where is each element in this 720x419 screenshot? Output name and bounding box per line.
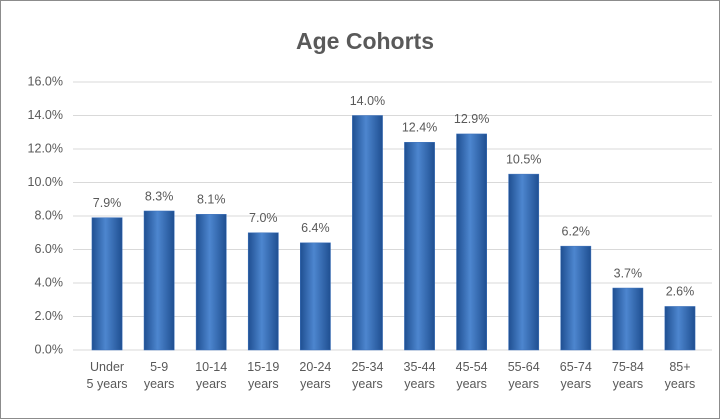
x-tick-label: 65-74 years bbox=[559, 360, 592, 391]
bar bbox=[143, 210, 175, 351]
x-tick-label: 10-14 years bbox=[195, 360, 228, 391]
y-tick-label: 10.0% bbox=[28, 175, 63, 189]
bar bbox=[195, 214, 227, 351]
data-label: 8.1% bbox=[197, 193, 226, 207]
bar bbox=[300, 242, 331, 351]
x-tick-label: Under 5 years bbox=[86, 360, 128, 391]
data-label: 6.2% bbox=[562, 224, 591, 238]
x-tick-label: 5-9 years bbox=[143, 360, 175, 391]
x-tick-label: 75-84 years bbox=[611, 360, 644, 391]
chart-title: Age Cohorts bbox=[296, 28, 434, 54]
bar bbox=[664, 306, 696, 351]
x-tick-label: 85+ years bbox=[664, 360, 696, 391]
x-tick-label: 55-64 years bbox=[507, 360, 540, 391]
x-tick-label: 35-44 years bbox=[403, 360, 436, 391]
bar bbox=[404, 142, 435, 351]
y-tick-label: 12.0% bbox=[28, 141, 63, 155]
bar bbox=[247, 232, 279, 351]
y-tick-label: 8.0% bbox=[35, 208, 64, 222]
y-tick-label: 4.0% bbox=[35, 275, 64, 289]
bar bbox=[612, 287, 644, 351]
x-tick-label: 15-19 years bbox=[247, 360, 280, 391]
bar bbox=[560, 245, 592, 351]
bar bbox=[91, 217, 123, 351]
y-tick-label: 14.0% bbox=[28, 108, 63, 122]
bar bbox=[508, 173, 540, 351]
data-label: 12.9% bbox=[454, 112, 489, 126]
data-label: 6.4% bbox=[301, 221, 330, 235]
x-tick-label: 20-24 years bbox=[299, 360, 332, 391]
data-label: 2.6% bbox=[666, 285, 695, 299]
bar bbox=[352, 115, 383, 351]
data-label: 14.0% bbox=[350, 94, 385, 108]
data-label: 7.9% bbox=[93, 196, 122, 210]
data-label: 3.7% bbox=[614, 266, 643, 280]
y-tick-label: 0.0% bbox=[35, 342, 64, 356]
data-label: 10.5% bbox=[506, 152, 541, 166]
y-tick-label: 2.0% bbox=[35, 309, 64, 323]
x-tick-label: 25-34 years bbox=[351, 360, 384, 391]
x-tick-label: 45-54 years bbox=[455, 360, 488, 391]
y-tick-label: 6.0% bbox=[35, 242, 64, 256]
bar bbox=[456, 133, 487, 351]
data-label: 12.4% bbox=[402, 121, 437, 135]
y-tick-label: 16.0% bbox=[28, 74, 63, 88]
data-label: 7.0% bbox=[249, 211, 278, 225]
data-label: 8.3% bbox=[145, 189, 174, 203]
